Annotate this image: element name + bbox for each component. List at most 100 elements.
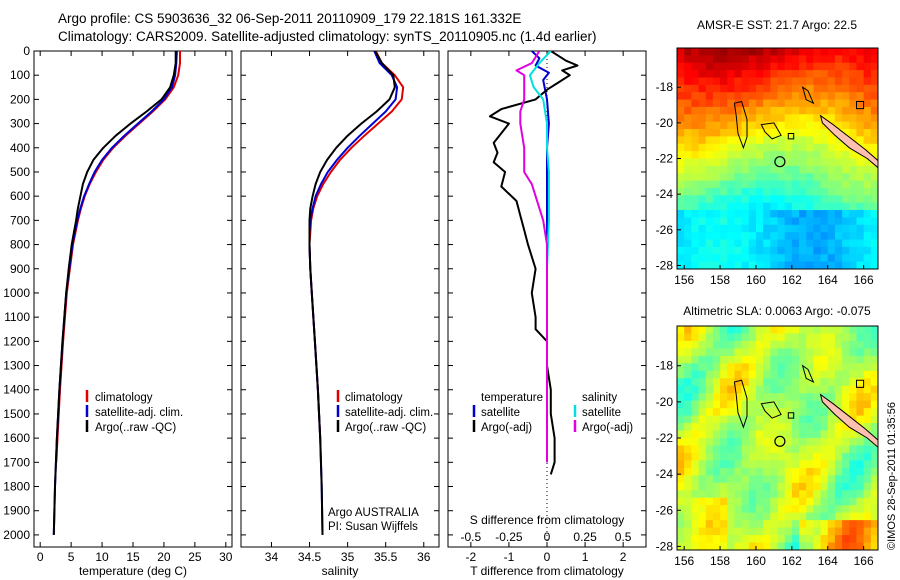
map-cell (791, 77, 800, 86)
map-cell (806, 438, 814, 447)
map-cell (784, 378, 793, 387)
map-cell (784, 239, 793, 248)
map-cell (791, 173, 800, 182)
map-cell (856, 475, 865, 484)
map-cell (784, 224, 793, 233)
map-cell (691, 70, 700, 79)
map-cell (863, 261, 872, 269)
map-cell (863, 99, 872, 108)
map-cell (705, 333, 714, 342)
map-y-tick-label: -18 (656, 359, 674, 373)
map-cell (684, 430, 692, 439)
map-cell (748, 520, 757, 529)
map-cell (755, 467, 764, 476)
map-cell (791, 408, 800, 417)
map-cell (734, 430, 743, 439)
map-cell (705, 520, 714, 529)
map-cell (842, 55, 850, 64)
map-cell (748, 232, 757, 241)
map-cell (799, 106, 807, 115)
map-cell (720, 217, 728, 226)
map-cell (705, 180, 714, 189)
map-cell (777, 224, 786, 233)
map-cell (755, 77, 764, 86)
map-cell (727, 348, 736, 357)
map-cell (791, 542, 800, 550)
map-cell (705, 99, 714, 108)
y-tick-label: 1200 (3, 334, 30, 348)
map-cell (684, 482, 692, 491)
map-cell (763, 475, 771, 484)
map-cell (827, 355, 836, 364)
map-cell (799, 497, 807, 506)
map-cell (705, 527, 714, 536)
map-cell (870, 129, 878, 137)
map-cell (770, 393, 779, 402)
map-cell (799, 202, 807, 211)
map-cell (806, 195, 814, 204)
map-cell (677, 254, 685, 263)
map-cell (734, 136, 743, 145)
map-cell (842, 445, 850, 454)
map-cell (820, 385, 829, 394)
map-cell (813, 467, 822, 476)
map-cell (777, 438, 786, 447)
map-cell (712, 129, 721, 137)
map-cell (856, 151, 865, 160)
map-cell (684, 527, 692, 536)
map-cell (755, 408, 764, 417)
map-cell (834, 106, 843, 115)
map-cell (755, 106, 764, 115)
map-cell (755, 129, 764, 137)
map-cell (712, 438, 721, 447)
annotation-argo-australia: Argo AUSTRALIA (328, 507, 419, 519)
map-cell (712, 202, 721, 211)
map-cell (755, 254, 764, 263)
map-cell (806, 497, 814, 506)
map-cell (806, 239, 814, 248)
map-cell (741, 393, 750, 402)
map-cell (705, 121, 714, 130)
map-cell (727, 210, 736, 219)
map-cell (698, 326, 707, 335)
map-cell (842, 348, 850, 357)
map-cell (827, 340, 836, 349)
map-cell (698, 438, 707, 447)
map-cell (799, 467, 807, 476)
map-cell (842, 326, 850, 335)
map-cell (870, 542, 878, 550)
map-cell (684, 217, 692, 226)
map-cell (684, 180, 692, 189)
map-cell (813, 129, 822, 137)
map-cell (791, 121, 800, 130)
map-cell (684, 151, 692, 160)
map-cell (684, 385, 692, 394)
series-line (308, 51, 396, 535)
map-cell (763, 173, 771, 182)
map-cell (720, 497, 728, 506)
map-cell (755, 393, 764, 402)
map-cell (727, 114, 736, 123)
map-cell (691, 467, 700, 476)
map-cell (684, 370, 692, 379)
map-cell (827, 261, 836, 269)
map-cell (677, 423, 685, 432)
top-x-tick-label: 0.25 (573, 530, 597, 544)
map-cell (827, 77, 836, 86)
map-cell (842, 62, 850, 71)
map-cell (863, 475, 872, 484)
map-cell (791, 505, 800, 514)
map-cell (842, 210, 850, 219)
map-cell (763, 460, 771, 469)
x-tick-label: 35.5 (374, 550, 398, 564)
map-cell (870, 452, 878, 461)
map-cell (870, 143, 878, 152)
map-cell (705, 400, 714, 409)
map-cell (813, 378, 822, 387)
map-cell (770, 333, 779, 342)
map-cell (791, 378, 800, 387)
map-cell (763, 254, 771, 263)
map-cell (827, 475, 836, 484)
map-cell (712, 378, 721, 387)
map-cell (684, 467, 692, 476)
